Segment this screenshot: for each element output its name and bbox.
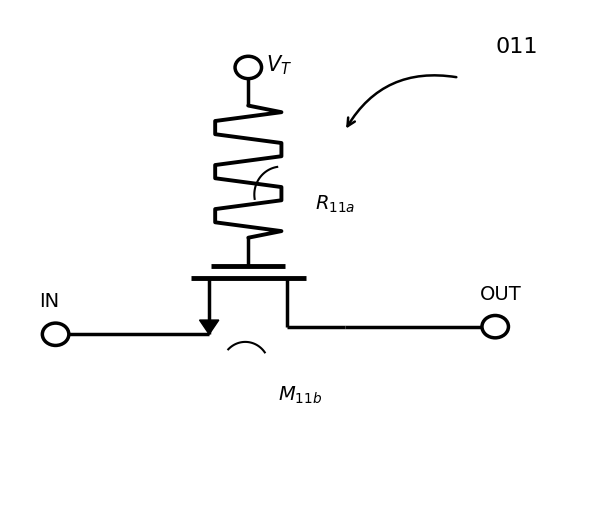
Text: 011: 011 [495,37,538,57]
Text: $M_{11b}$: $M_{11b}$ [278,385,322,406]
Text: $R_{11a}$: $R_{11a}$ [315,194,355,215]
Text: $V_T$: $V_T$ [266,53,293,77]
Polygon shape [200,320,219,334]
Text: OUT: OUT [480,285,522,304]
Text: IN: IN [39,292,60,311]
